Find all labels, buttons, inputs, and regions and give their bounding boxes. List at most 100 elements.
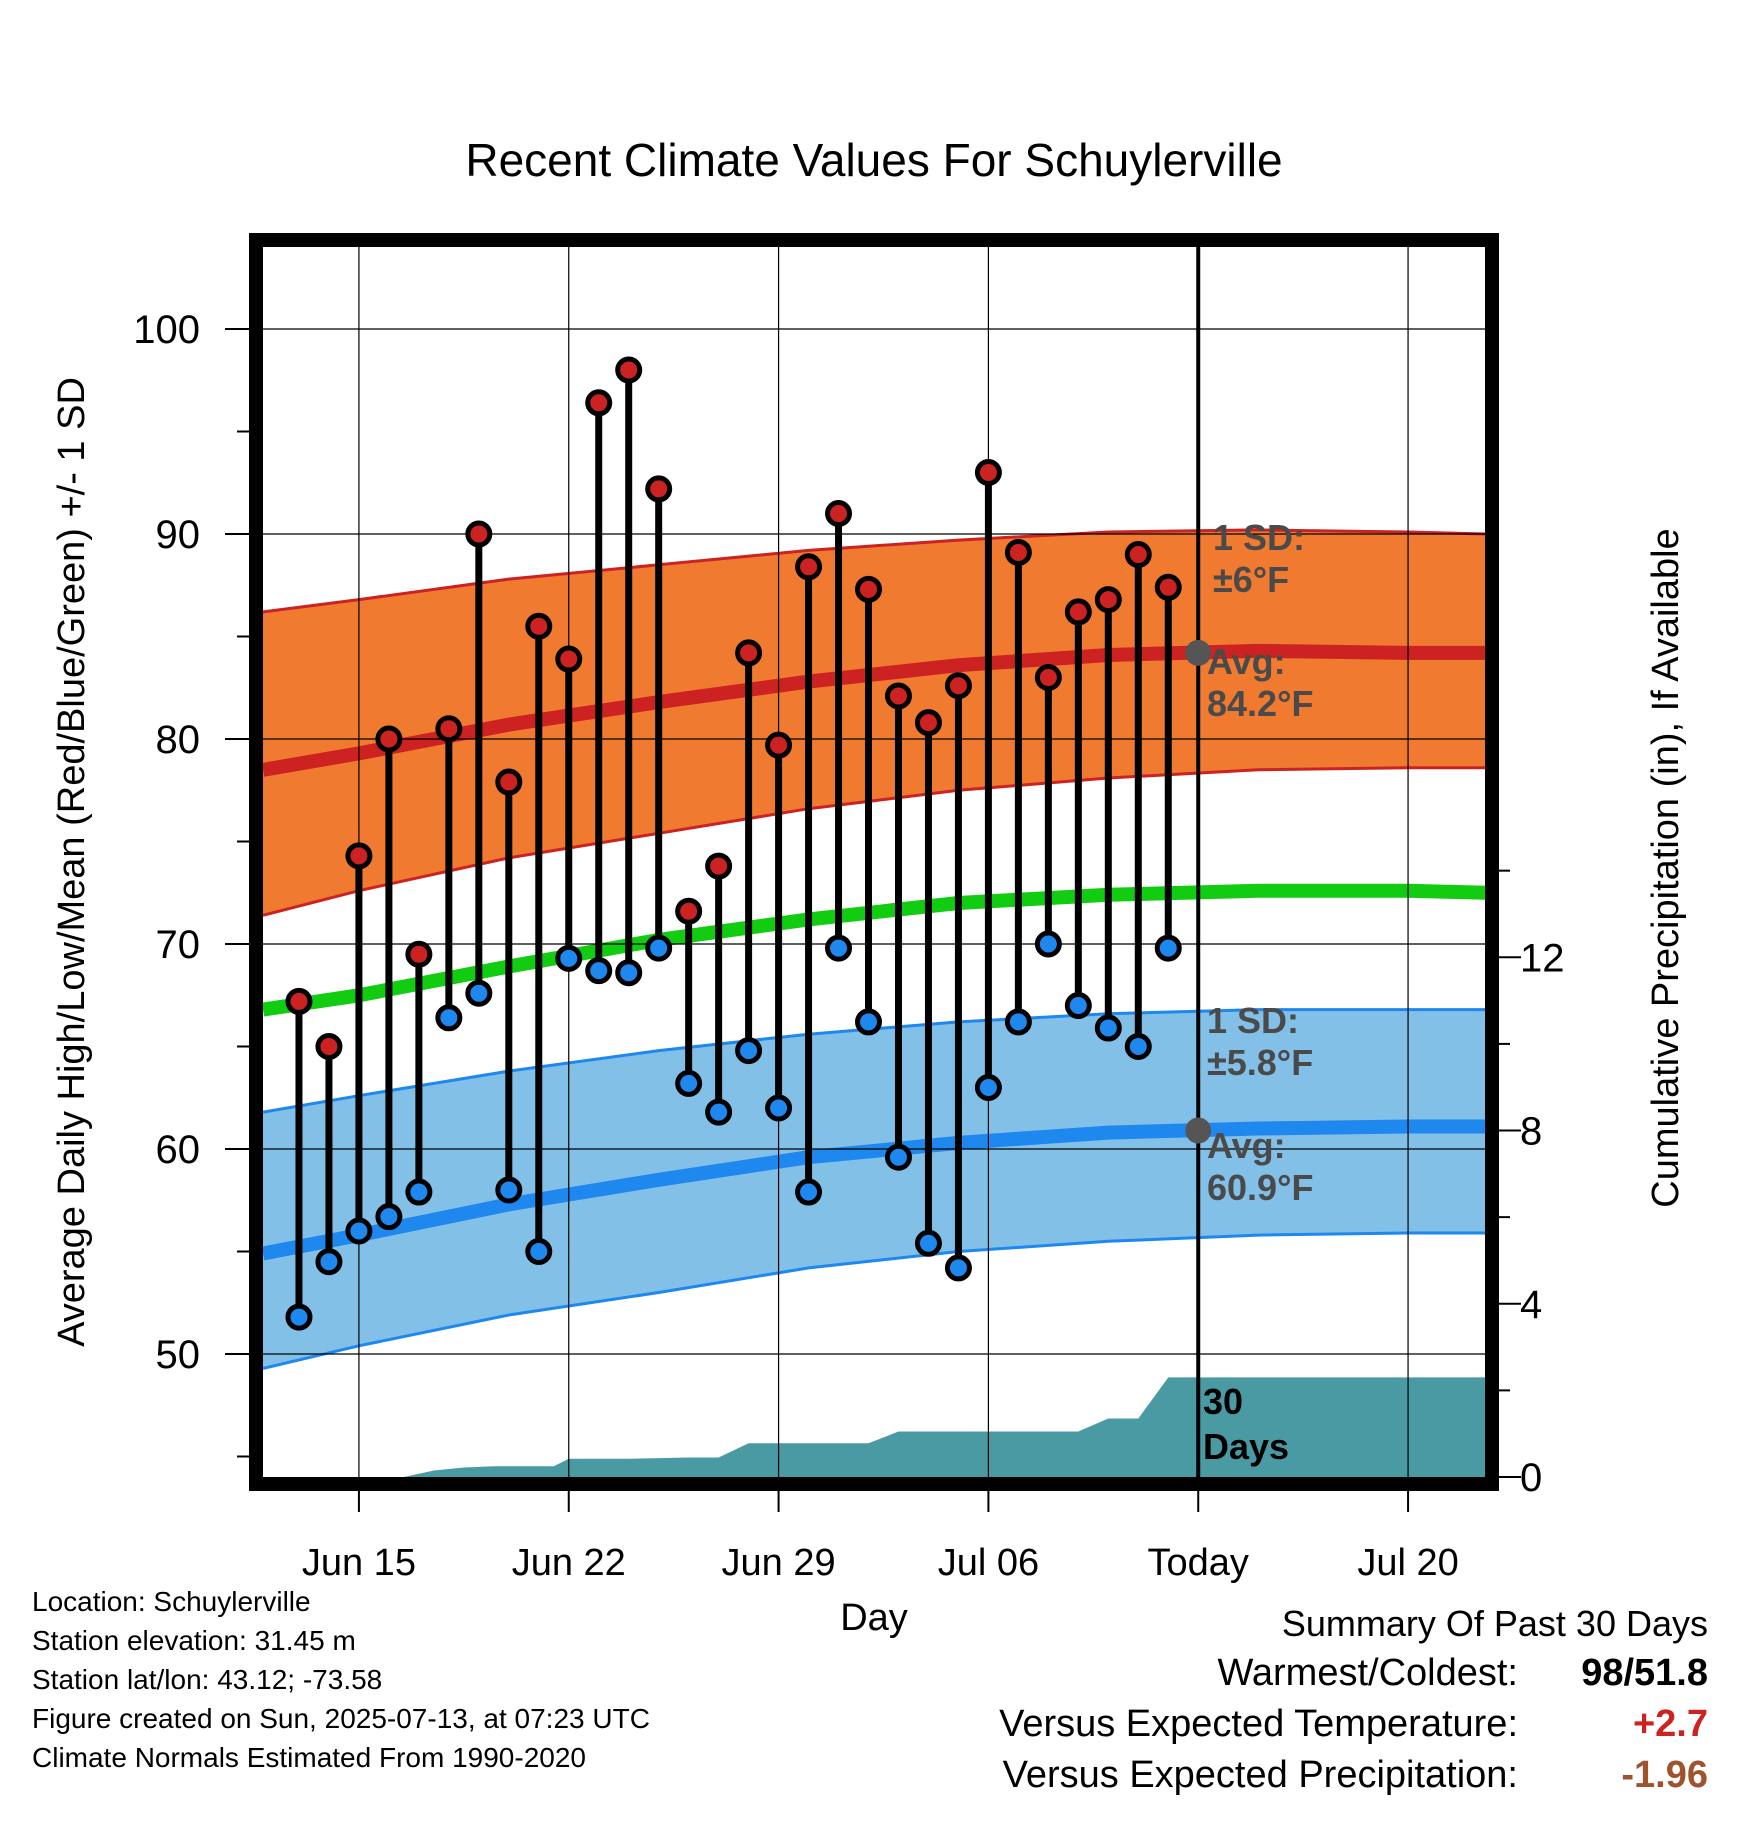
daily-high-point — [285, 987, 313, 1015]
x-tick-label: Jul 20 — [1357, 1542, 1458, 1584]
y-axis-ticks: 50 60 70 80 90 100 — [133, 308, 249, 1458]
low-sd-label: 1 SD: — [1207, 1000, 1299, 1041]
daily-low-point — [795, 1178, 823, 1206]
daily-high-point — [465, 520, 493, 548]
info-created: Figure created on Sun, 2025-07-13, at 07… — [32, 1703, 650, 1734]
x-tick-label: Jun 22 — [512, 1542, 626, 1584]
today-average-markers — [1185, 639, 1212, 1144]
mean-line — [263, 883, 1486, 1017]
summary-warmest-coldest-value: 98/51.8 — [1568, 1652, 1708, 1695]
daily-low-point — [914, 1229, 942, 1257]
daily-high-point — [345, 842, 373, 870]
low-sd-lower-line — [263, 1231, 1486, 1370]
y-tick-label: 50 — [156, 1333, 201, 1377]
band-annotations: 1 SD: ±6°F Avg: 84.2°F 1 SD: ±5.8°F Avg:… — [1203, 517, 1313, 1467]
daily-high-point — [1004, 538, 1032, 566]
y-tick-label: 80 — [156, 718, 201, 762]
daily-high-point — [855, 575, 883, 603]
daily-low-point — [1094, 1014, 1122, 1042]
daily-high-point — [405, 940, 433, 968]
daily-low-point — [375, 1203, 403, 1231]
daily-points — [285, 356, 1182, 1331]
summary-precip-value: -1.96 — [1621, 1754, 1708, 1796]
coldest-value: 51.8 — [1634, 1652, 1708, 1694]
daily-high-point — [525, 612, 553, 640]
daily-low-point — [345, 1217, 373, 1245]
daily-high-point — [435, 715, 463, 743]
daily-high-point — [825, 500, 853, 527]
daily-low-point — [435, 1004, 463, 1032]
low-avg-value: 60.9°F — [1207, 1167, 1313, 1208]
precipitation-area — [299, 1377, 1486, 1477]
daily-high-point — [1034, 664, 1062, 691]
warmest-value: 98 — [1581, 1652, 1624, 1694]
daily-high-point — [615, 356, 643, 384]
daily-high-point — [585, 389, 613, 417]
daily-low-point — [1004, 1008, 1032, 1036]
daily-high-point — [1154, 573, 1182, 601]
daily-stems — [295, 370, 1172, 1318]
daily-high-point — [914, 709, 942, 737]
daily-high-point — [944, 672, 972, 700]
summary-temp-label: Versus Expected Temperature: — [999, 1703, 1518, 1745]
daily-high-point — [1064, 598, 1092, 626]
daily-low-point — [675, 1069, 703, 1097]
daily-low-point — [465, 979, 493, 1007]
low-sd-value: ±5.8°F — [1207, 1042, 1313, 1083]
x-tick-label: Jun 15 — [302, 1542, 416, 1584]
summary-temp-row: Versus Expected Temperature: +2.7 — [999, 1703, 1708, 1746]
daily-high-point — [1094, 586, 1122, 614]
summary-precip-row: Versus Expected Precipitation: -1.96 — [1003, 1754, 1708, 1797]
precip-days-label: Days — [1203, 1426, 1289, 1467]
x-tick-label: Jun 29 — [722, 1542, 836, 1584]
daily-low-point — [285, 1303, 313, 1331]
info-elevation: Station elevation: 31.45 m — [32, 1625, 356, 1656]
daily-low-point — [974, 1074, 1002, 1101]
high-sd-lower-line — [263, 766, 1486, 917]
y-tick-label: 60 — [156, 1128, 201, 1172]
daily-high-point — [974, 459, 1002, 486]
low-sd-upper-line — [263, 1008, 1486, 1114]
daily-low-point — [884, 1143, 912, 1171]
daily-low-point — [855, 1008, 883, 1036]
low-avg-label: Avg: — [1207, 1125, 1286, 1166]
y2-tick-label: 12 — [1520, 936, 1565, 980]
daily-low-point — [705, 1098, 733, 1126]
daily-high-point — [375, 725, 403, 753]
daily-low-point — [585, 957, 613, 985]
plot-frame — [249, 233, 1499, 1491]
summary-title: Summary Of Past 30 Days — [1281, 1603, 1708, 1644]
summary-warmest-row: Warmest/Coldest: 98/51.8 — [1217, 1652, 1708, 1695]
x-axis-label: Day — [840, 1597, 908, 1639]
daily-low-point — [615, 959, 643, 987]
daily-high-point — [555, 645, 583, 673]
y-tick-label: 70 — [156, 923, 201, 967]
x-tick-label: Today — [1148, 1542, 1249, 1584]
daily-high-point — [705, 852, 733, 880]
daily-high-point — [645, 475, 673, 503]
daily-low-point — [1124, 1033, 1152, 1060]
info-location: Location: Schuylerville — [32, 1586, 311, 1617]
precip-days-number: 30 — [1203, 1381, 1243, 1422]
daily-low-point — [1064, 992, 1092, 1019]
info-normals: Climate Normals Estimated From 1990-2020 — [32, 1742, 586, 1773]
daily-low-point — [1034, 930, 1062, 958]
daily-low-point — [735, 1037, 763, 1065]
info-latlon: Station lat/lon: 43.12; -73.58 — [32, 1664, 383, 1695]
high-sd-label: 1 SD: — [1213, 517, 1305, 558]
y2-tick-label: 4 — [1520, 1283, 1542, 1327]
y-axis-label: Average Daily High/Low/Mean (Red/Blue/Gr… — [51, 377, 93, 1347]
daily-low-point — [825, 934, 853, 962]
high-avg-label: Avg: — [1207, 641, 1286, 682]
high-sd-value: ±6°F — [1213, 559, 1289, 600]
low-average-line — [263, 1119, 1486, 1261]
daily-high-point — [765, 731, 793, 759]
daily-low-point — [495, 1176, 523, 1204]
summary-temp-value: +2.7 — [1632, 1703, 1708, 1745]
daily-low-point — [555, 944, 583, 972]
daily-low-point — [645, 934, 673, 962]
summary-warmest-label: Warmest/Coldest: — [1217, 1652, 1518, 1694]
x-axis-ticks: Jun 15 Jun 22 Jun 29 Jul 06 Today Jul 20 — [302, 1491, 1459, 1584]
y2-axis-label: Cumulative Precipitation (in), If Availa… — [1645, 528, 1687, 1207]
